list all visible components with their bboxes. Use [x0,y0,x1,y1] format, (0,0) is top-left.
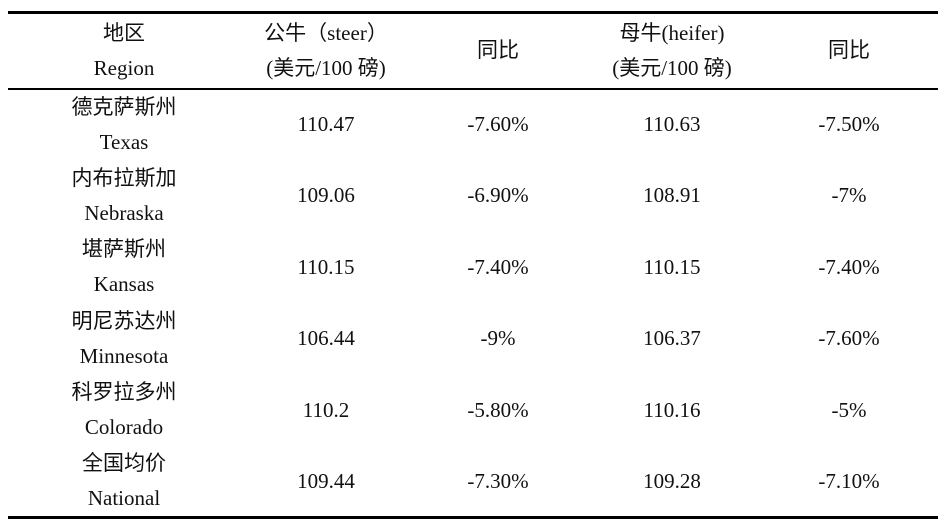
cell-value: -7.60% [818,326,880,351]
cell-value: 108.91 [643,183,701,208]
region-cell: 全国均价 National [8,446,240,518]
cell-value: -5% [831,397,867,422]
header-text-line: 地区 [103,20,145,45]
cell-value: -7.10% [818,468,880,493]
cell-value: -7.40% [467,254,529,279]
cell-value: 109.06 [297,183,355,208]
value-cell: 106.44 [240,303,412,375]
region-name-line: Minnesota [79,343,169,368]
cell-value: 109.44 [297,468,355,493]
header-cell: 同比 [412,12,584,90]
table-row: 明尼苏达州 Minnesota 106.44 -9% 106.37 -7.60% [8,303,938,375]
value-cell: 110.15 [584,232,760,304]
region-cell: 德克萨斯州 Texas [8,89,240,161]
region-name-line: 科罗拉多州 [71,380,177,405]
value-cell: 110.2 [240,375,412,447]
cell-value: 110.2 [302,397,350,422]
value-cell: -7.60% [760,303,938,375]
cell-value: 110.15 [297,254,355,279]
value-cell: -7.30% [412,446,584,518]
region-name-line: 明尼苏达州 [71,308,177,333]
table-row: 全国均价 National 109.44 -7.30% 109.28 -7.10% [8,446,938,518]
header-text-line: 公牛（steer） [264,20,388,45]
value-cell: -5% [760,375,938,447]
cell-value: 109.28 [643,468,701,493]
header-cell: 同比 [760,12,938,90]
table-row: 科罗拉多州 Colorado 110.2 -5.80% 110.16 -5% [8,375,938,447]
value-cell: -7.40% [760,232,938,304]
cell-value: 110.15 [643,254,701,279]
region-name-line: National [87,486,161,510]
header-text-line: 母牛(heifer) [619,20,725,45]
price-table: 地区 Region 公牛（steer） (美元/100 磅) 同比 母牛(heifer) (… [8,11,938,519]
cell-value: -9% [480,326,516,351]
cell-value: -7% [831,183,867,208]
value-cell: -6.90% [412,160,584,232]
value-cell: -9% [412,303,584,375]
cell-value: -7.60% [467,112,529,137]
value-cell: 108.91 [584,160,760,232]
table-body: 德克萨斯州 Texas 110.47 -7.60% 110.63 -7.50% 内布拉斯加 N… [8,89,938,518]
region-cell: 科罗拉多州 Colorado [8,375,240,447]
cell-value: -5.80% [467,397,529,422]
header-text-line: (美元/100 磅) [266,55,386,80]
region-cell: 明尼苏达州 Minnesota [8,303,240,375]
header-cell: 公牛（steer） (美元/100 磅) [240,12,412,90]
value-cell: 109.28 [584,446,760,518]
value-cell: 106.37 [584,303,760,375]
region-name-line: 德克萨斯州 [71,94,177,119]
table-header: 地区 Region 公牛（steer） (美元/100 磅) 同比 母牛(heifer) (… [8,12,938,90]
value-cell: 110.63 [584,89,760,161]
value-cell: -7.40% [412,232,584,304]
cell-value: 110.47 [297,112,355,137]
cell-value: -6.90% [467,183,529,208]
value-cell: 110.47 [240,89,412,161]
table-row: 内布拉斯加 Nebraska 109.06 -6.90% 108.91 -7% [8,160,938,232]
region-name-line: 堪萨斯州 [82,237,166,262]
cell-value: 110.16 [643,397,701,422]
region-name-line: Kansas [93,272,155,297]
value-cell: -5.80% [412,375,584,447]
header-text-line: (美元/100 磅) [612,55,732,80]
region-name-line: 内布拉斯加 [71,165,177,190]
table-row: 德克萨斯州 Texas 110.47 -7.60% 110.63 -7.50% [8,89,938,161]
value-cell: -7.50% [760,89,938,161]
value-cell: 110.15 [240,232,412,304]
cell-value: 110.63 [643,112,701,137]
region-cell: 内布拉斯加 Nebraska [8,160,240,232]
header-cell: 地区 Region [8,12,240,90]
header-row: 地区 Region 公牛（steer） (美元/100 磅) 同比 母牛(heifer) (… [8,12,938,90]
region-name-line: Texas [99,129,149,154]
header-cell: 母牛(heifer) (美元/100 磅) [584,12,760,90]
value-cell: 110.16 [584,375,760,447]
region-name-line: 全国均价 [82,451,166,475]
value-cell: -7.60% [412,89,584,161]
cell-value: -7.50% [818,112,880,137]
region-cell: 堪萨斯州 Kansas [8,232,240,304]
header-text-line: Region [93,55,155,80]
cell-value: -7.30% [467,468,529,493]
header-text-line: 同比 [828,38,870,63]
header-text-line: 同比 [477,38,519,63]
cell-value: 106.37 [643,326,701,351]
value-cell: 109.44 [240,446,412,518]
region-name-line: Nebraska [84,200,164,225]
table-row: 堪萨斯州 Kansas 110.15 -7.40% 110.15 -7.40% [8,232,938,304]
cell-value: -7.40% [818,254,880,279]
region-name-line: Colorado [84,415,164,440]
value-cell: -7% [760,160,938,232]
value-cell: 109.06 [240,160,412,232]
value-cell: -7.10% [760,446,938,518]
cell-value: 106.44 [297,326,355,351]
